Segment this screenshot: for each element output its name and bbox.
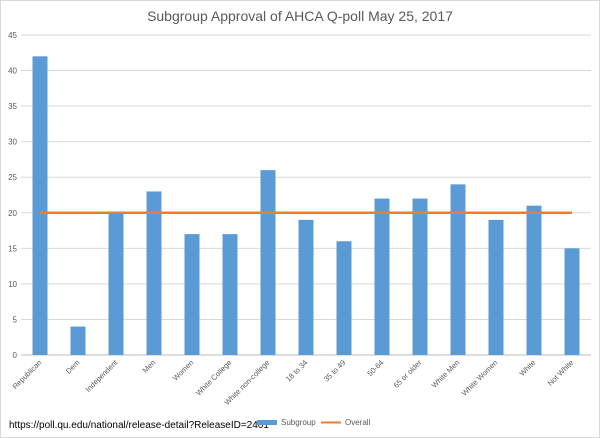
bar-series: [32, 56, 580, 355]
legend-label-subgroup: Subgroup: [281, 418, 316, 427]
y-tick-label: 10: [8, 280, 17, 289]
x-tick-label: 65 or older: [392, 358, 424, 390]
x-tick-label: Republican: [11, 358, 44, 391]
x-tick-label: White Women: [460, 358, 500, 398]
legend-label-overall: Overall: [345, 418, 371, 427]
bar-not-white: [564, 248, 580, 355]
y-tick-label: 5: [13, 315, 18, 324]
bar-dem: [70, 326, 86, 355]
y-tick-label: 25: [8, 173, 17, 182]
bar-men: [146, 191, 162, 355]
x-tick-label: 50-64: [365, 358, 385, 378]
x-tick-label: Not White: [546, 358, 576, 388]
bar-women: [184, 234, 200, 355]
x-tick-label: White: [517, 358, 537, 378]
x-tick-label: Dem: [64, 358, 82, 376]
x-tick-label: White College: [194, 358, 233, 397]
x-tick-label: Men: [141, 358, 158, 375]
y-tick-label: 30: [8, 138, 17, 147]
y-tick-label: 15: [8, 244, 17, 253]
bar-65-or-older: [412, 198, 428, 355]
bar-35-to-49: [336, 241, 352, 355]
x-tick-label: White Men: [430, 358, 462, 390]
bar-republican: [32, 56, 48, 355]
bar-white-college: [222, 234, 238, 355]
chart-title: Subgroup Approval of AHCA Q-poll May 25,…: [147, 8, 453, 24]
bar-50-64: [374, 198, 390, 355]
bar-independent: [108, 212, 124, 355]
bar-white-women: [488, 219, 504, 355]
x-tick-label: 18 to 34: [284, 358, 310, 384]
source-url: https://poll.qu.edu/national/release-det…: [9, 420, 269, 431]
legend: Subgroup Overall: [257, 418, 371, 427]
y-tick-label: 0: [13, 351, 18, 360]
y-tick-label: 20: [8, 209, 17, 218]
x-tick-label: 35 to 49: [322, 358, 348, 384]
bar-white: [526, 205, 542, 355]
y-tick-label: 45: [8, 31, 17, 40]
legend-swatch-subgroup: [257, 420, 277, 425]
bar-white-men: [450, 184, 466, 355]
x-tick-label: Women: [171, 358, 196, 383]
y-tick-label: 35: [8, 102, 17, 111]
x-tick-label: Independent: [84, 357, 121, 394]
y-axis-ticks: 0 5 10 15 20 25 30 35 40 45: [8, 31, 17, 360]
y-tick-label: 40: [8, 67, 17, 76]
bar-18-to-34: [298, 219, 314, 355]
bar-white-non-college: [260, 170, 276, 355]
